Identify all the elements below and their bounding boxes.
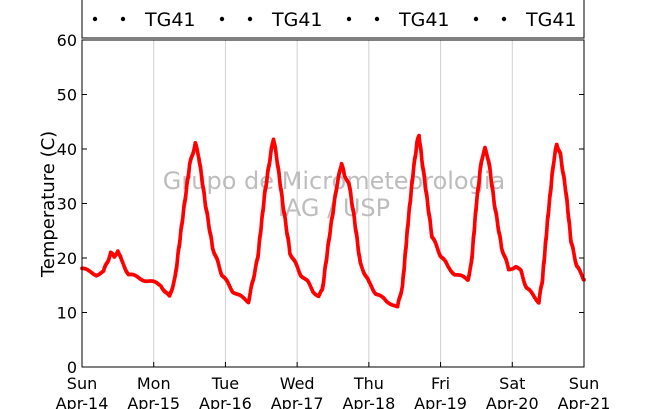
x-tick-label-date-7: Apr-21: [558, 394, 611, 409]
x-tick-label-day-6: Sat: [499, 374, 525, 393]
x-tick-label-date-1: Apr-15: [127, 394, 180, 409]
y-tick-label-0: 0: [67, 358, 77, 377]
legend-label-1: TG41: [271, 9, 323, 31]
legend-marker-1-b: [247, 16, 253, 22]
y-tick-label-30: 30: [57, 195, 77, 214]
legend-label-0: TG41: [144, 9, 196, 31]
legend-marker-0-b: [120, 16, 126, 22]
y-tick-label-60: 60: [57, 31, 77, 50]
x-tick-label-day-5: Fri: [431, 374, 450, 393]
legend-marker-3-a: [473, 16, 479, 22]
y-axis: 0 10 20 30 40 50 60: [57, 31, 584, 377]
y-tick-label-40: 40: [57, 140, 77, 159]
x-tick-label-day-1: Mon: [137, 374, 171, 393]
x-tick-label-date-0: Apr-14: [56, 394, 109, 409]
x-tick-label-day-7: Sun: [569, 374, 599, 393]
x-tick-label-date-5: Apr-19: [414, 394, 467, 409]
watermark-line-1: Grupo de Micrometeorologia: [163, 167, 505, 195]
y-tick-label-50: 50: [57, 86, 77, 105]
x-axis: SunApr-14MonApr-15TueApr-16WedApr-17ThuA…: [56, 362, 611, 409]
x-tick-label-day-4: Thu: [353, 374, 384, 393]
x-tick-label-day-0: Sun: [67, 374, 97, 393]
legend-frame: [81, 0, 585, 39]
x-tick-label-date-6: Apr-20: [486, 394, 539, 409]
x-tick-label-date-3: Apr-17: [271, 394, 324, 409]
legend-marker-0-a: [92, 16, 98, 22]
data-points: [80, 133, 586, 309]
y-tick-label-20: 20: [57, 249, 77, 268]
y-axis-title: Temperature (C): [38, 131, 59, 278]
legend-label-3: TG41: [525, 9, 577, 31]
grid: [153, 40, 513, 367]
x-tick-label-date-4: Apr-18: [342, 394, 395, 409]
legend-marker-3-b: [501, 16, 507, 22]
legend-marker-2-a: [346, 16, 352, 22]
watermark: Grupo de Micrometeorologia IAG / USP: [163, 167, 505, 222]
legend-label-2: TG41: [398, 9, 450, 31]
x-tick-label-day-3: Wed: [280, 374, 315, 393]
legend-marker-2-b: [374, 16, 380, 22]
y-tick-label-10: 10: [57, 304, 77, 323]
legend: TG41 TG41 TG41 TG41: [81, 0, 585, 39]
x-tick-label-day-2: Tue: [211, 374, 239, 393]
x-tick-label-date-2: Apr-16: [199, 394, 252, 409]
legend-marker-1-a: [219, 16, 225, 22]
